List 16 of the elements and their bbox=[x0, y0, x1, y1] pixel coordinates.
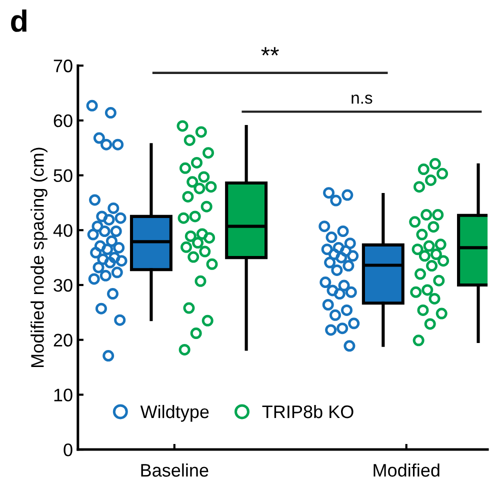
y-tick-label: 30 bbox=[54, 278, 72, 292]
y-tick-label: 60 bbox=[54, 114, 72, 128]
x-tick-label: Baseline bbox=[141, 463, 208, 477]
y-tick-label: 50 bbox=[54, 169, 72, 182]
chart-title: d bbox=[11, 9, 26, 32]
legend-label: TRIP8b KO bbox=[262, 404, 354, 418]
y-tick-label: 20 bbox=[54, 334, 72, 347]
y-axis-title: Modified node spacing (cm) bbox=[30, 148, 48, 367]
text: ** bbox=[261, 47, 279, 56]
y-tick-label: 10 bbox=[54, 388, 72, 402]
annotation: n.s bbox=[352, 94, 372, 104]
y-tick-label: 40 bbox=[53, 224, 72, 237]
legend-label: Wildtype bbox=[140, 404, 209, 422]
y-tick-label: 0 bbox=[64, 443, 72, 456]
x-tick-label: Modified bbox=[374, 463, 440, 477]
y-tick-label: 70 bbox=[54, 60, 72, 72]
